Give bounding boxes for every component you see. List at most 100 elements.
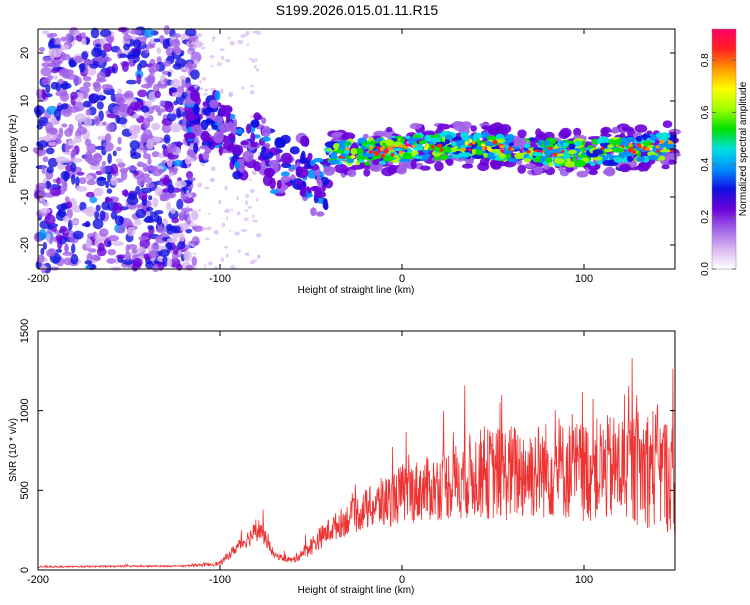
noise-blob	[81, 51, 89, 60]
noise-dot	[242, 229, 247, 232]
noise-blob	[166, 143, 177, 153]
noise-blob	[174, 180, 187, 188]
transition-blob	[211, 124, 218, 130]
noise-blob	[42, 30, 50, 35]
signal-halo-blob	[576, 170, 589, 178]
noise-blob	[56, 204, 68, 211]
noise-blob	[167, 237, 178, 243]
noise-blob	[156, 215, 163, 226]
signal-core-blob	[476, 134, 482, 139]
signal-peak-blob	[398, 150, 404, 154]
signal-peak-blob	[533, 149, 540, 152]
noise-blob	[68, 106, 79, 113]
noise-blob	[156, 47, 162, 54]
noise-blob	[159, 100, 166, 107]
signal-core-blob	[355, 161, 360, 166]
noise-dot	[236, 196, 239, 201]
noise-blob	[33, 105, 45, 116]
noise-dot	[240, 34, 246, 39]
noise-dot	[255, 30, 261, 35]
noise-blob	[123, 43, 130, 51]
noise-dot	[243, 217, 249, 222]
snr-series-line	[37, 358, 676, 569]
noise-blob	[168, 167, 179, 173]
noise-blob	[59, 225, 67, 233]
transition-blob	[190, 89, 200, 102]
signal-peak-blob	[656, 149, 660, 153]
transition-blob	[240, 140, 249, 146]
colorbar-ticks: 0.0 0.2 0.4 0.6 0.8	[700, 53, 736, 276]
noise-blob	[152, 136, 161, 143]
noise-blob	[115, 158, 123, 164]
noise-blob	[107, 235, 120, 242]
transition-blob	[293, 164, 298, 170]
signal-core-blob	[346, 157, 354, 164]
noise-dot	[252, 219, 259, 223]
signal-core-blob	[567, 149, 577, 155]
signal-core-blob	[643, 140, 651, 147]
transition-blob	[263, 167, 276, 177]
noise-dot	[186, 67, 190, 72]
signal-halo-blob	[611, 127, 619, 134]
transition-blob	[300, 135, 310, 147]
noise-blob	[93, 82, 102, 92]
noise-blob	[85, 109, 92, 116]
signal-core-blob	[528, 137, 536, 142]
noise-blob	[76, 171, 85, 176]
noise-blob	[124, 251, 131, 261]
noise-dot	[213, 229, 219, 235]
noise-dot	[250, 84, 254, 88]
signal-halo-blob	[373, 130, 386, 138]
noise-blob	[55, 156, 67, 164]
noise-dot	[226, 216, 229, 221]
noise-blob	[126, 195, 139, 206]
noise-dot	[249, 57, 253, 61]
noise-blob	[190, 69, 200, 80]
colorbar-label: Normalized spectral amplitude	[738, 81, 749, 216]
noise-blob	[96, 101, 104, 110]
x-tick-label: 0	[399, 574, 405, 586]
signal-peak-blob	[621, 144, 625, 148]
signal-halo-blob	[434, 161, 444, 172]
noise-dot	[186, 204, 190, 209]
noise-blob	[66, 145, 74, 149]
snr-x-label: Height of straight line (km)	[298, 585, 415, 596]
noise-blob	[75, 176, 80, 186]
noise-blob	[164, 191, 177, 199]
noise-blob	[179, 232, 185, 243]
noise-blob	[172, 245, 179, 255]
transition-blob	[261, 136, 271, 142]
transition-blob	[198, 153, 204, 161]
spectrogram-signal-marks	[183, 82, 681, 217]
transition-blob	[309, 186, 322, 191]
transition-blob	[219, 125, 226, 134]
signal-peak-blob	[539, 150, 544, 153]
signal-halo-blob	[419, 165, 431, 171]
signal-core-blob	[623, 156, 628, 164]
transition-blob	[261, 117, 267, 124]
noise-blob	[132, 257, 143, 267]
noise-dot	[245, 193, 250, 198]
signal-core-blob	[413, 155, 423, 160]
noise-dot	[258, 254, 261, 259]
noise-dot	[186, 189, 190, 194]
transition-blob	[300, 150, 306, 162]
signal-halo-blob	[558, 166, 565, 172]
noise-blob	[63, 171, 69, 182]
noise-blob	[129, 140, 140, 150]
noise-blob	[185, 264, 194, 271]
signal-core-blob	[476, 149, 483, 156]
noise-blob	[143, 27, 154, 38]
noise-blob	[51, 68, 59, 74]
signal-peak-blob	[628, 142, 633, 147]
noise-dot	[246, 252, 250, 257]
noise-blob	[72, 230, 84, 240]
noise-blob	[89, 196, 98, 204]
signal-core-blob	[444, 134, 454, 140]
noise-blob	[89, 164, 102, 171]
noise-blob	[90, 27, 100, 39]
noise-blob	[63, 150, 74, 156]
signal-peak-blob	[380, 154, 386, 158]
transition-blob	[250, 142, 258, 148]
signal-core-blob	[392, 155, 400, 158]
